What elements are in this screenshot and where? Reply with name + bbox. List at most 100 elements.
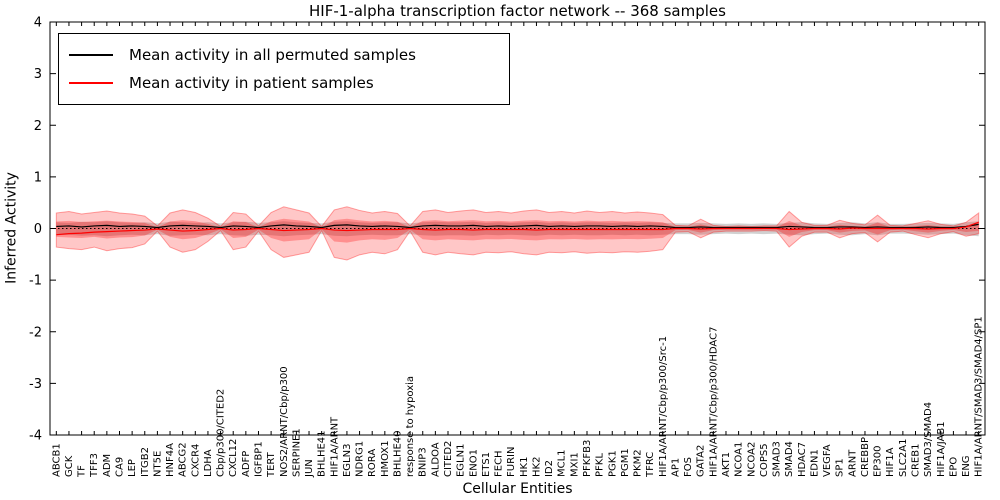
x-tick-label: HIF1A/ARNT (329, 416, 340, 477)
x-tick-label: MXI1 (569, 452, 580, 477)
x-tick-label: HK1 (519, 457, 530, 477)
x-tick-label: ARNT (847, 449, 858, 477)
x-tick-label: FECH (494, 450, 505, 477)
x-tick-label: VEGFA (822, 444, 833, 477)
x-tick-label: PFKFB3 (582, 440, 593, 477)
x-tick-label: PFKL (595, 453, 606, 477)
x-tick-label: ADFP (241, 451, 252, 477)
y-tick-label: 3 (34, 67, 42, 82)
x-tick-label: LEP (127, 459, 138, 477)
x-tick-label: IGFBP1 (253, 441, 264, 477)
x-tick-label: HDAC7 (797, 442, 808, 477)
x-tick-label: PGM1 (620, 448, 631, 477)
x-tick-label: ENO1 (468, 449, 479, 477)
x-tick-label: AKT1 (721, 452, 732, 477)
x-tick-label: ALDOA (430, 442, 441, 477)
x-tick-label: TF (77, 465, 88, 478)
x-tick-label: GATA2 (696, 445, 707, 477)
y-tick-label: 4 (34, 16, 42, 31)
patient-line-swatch (69, 82, 113, 84)
x-tick-label: HMOX1 (380, 440, 391, 477)
x-tick-label: SLC2A1 (898, 439, 909, 477)
x-tick-label: HIF1A (885, 447, 896, 477)
y-axis-label: Inferred Activity (3, 172, 20, 284)
x-tick-label: ENG (961, 455, 972, 477)
x-tick-label: ADM (102, 454, 113, 477)
x-axis-label: Cellular Entities (462, 481, 573, 497)
patient-mean-line (56, 221, 979, 236)
x-tick-label: NDRG1 (355, 441, 366, 477)
x-tick-label: NCOA2 (746, 442, 757, 477)
x-tick-label: TERT (266, 451, 277, 478)
y-tick-label: 1 (34, 170, 42, 185)
chart-title: HIF-1-alpha transcription factor network… (309, 2, 726, 20)
patient-ci-band-outer (55, 206, 980, 261)
x-tick-label: NOS2/ARNT/Cbp/p300 (279, 366, 290, 477)
x-tick-label: AP1 (670, 458, 681, 477)
x-tick-label: CXCL12 (228, 439, 239, 477)
x-tick-labels: ABCB1 GCK TF TFF3 ADM CA9 LEP ITGB2 NT5E HNF4A ABC… (51, 316, 984, 478)
x-tick-label: ID2 (544, 460, 555, 477)
x-tick-label: HK2 (531, 457, 542, 477)
x-tick-label: HIF1A/JAB1 (936, 421, 947, 477)
x-tick-label: BHLHE41 (317, 430, 328, 477)
permuted-mean-line (56, 223, 979, 229)
x-tick-label: MCL1 (557, 449, 568, 477)
y-tick-label: -2 (29, 325, 42, 340)
x-tick-label: COPS5 (759, 443, 770, 477)
x-tick-label: FURIN (506, 447, 517, 477)
legend-item-permuted: Mean activity in all permuted samples (69, 41, 499, 69)
x-tick-label: EDN1 (809, 449, 820, 477)
x-tick-label: CREBBP (860, 437, 871, 477)
x-tick-label: RORA (367, 449, 378, 477)
x-tick-label: ETS1 (481, 452, 492, 477)
x-tick-label: HIF1A/ARNT/Cbp/p300/HDAC7 (708, 327, 719, 477)
x-tick-label: CREB1 (911, 444, 922, 477)
x-tick-label: EP300 (873, 446, 884, 477)
x-tick-label: SMAD3 (772, 441, 783, 477)
x-tick-label: PGK1 (607, 450, 618, 477)
y-tick-label: 0 (34, 222, 42, 237)
x-tick-label: GCK (64, 455, 75, 477)
x-tick-label: EPO (948, 457, 959, 477)
axes-frame (49, 21, 986, 436)
legend: Mean activity in all permuted samples Me… (58, 33, 510, 105)
x-tick-label: ITGB2 (140, 447, 151, 477)
x-tick-label: HIF1A/ARNT/Cbp/p300/Src-1 (658, 336, 669, 477)
x-tick-label: EGLN3 (342, 444, 353, 477)
x-tick-label: CITED2 (443, 441, 454, 477)
x-tick-label: SMAD3/SMAD4 (923, 402, 934, 477)
y-tick-label: -3 (29, 377, 42, 392)
x-tick-label: BNIP3 (418, 447, 429, 477)
x-tick-label: SMAD4 (784, 441, 795, 477)
x-tick-label: ABCB1 (51, 443, 62, 477)
legend-label-permuted: Mean activity in all permuted samples (129, 46, 416, 64)
x-tick-label: BHLHE40 (392, 430, 403, 477)
x-tick-label: NT5E (152, 451, 163, 477)
x-tick-label: HIF1A/ARNT/SMAD3/SMAD4/SP1 (974, 316, 985, 477)
x-tick-label: CA9 (114, 457, 125, 477)
x-tick-label: TFF3 (89, 453, 100, 478)
x-tick-label: response to hypoxia (405, 376, 416, 477)
x-tick-label: LDHA (203, 449, 214, 477)
x-tick-label: PKM2 (633, 449, 644, 477)
legend-item-patient: Mean activity in patient samples (69, 69, 499, 97)
permuted-line-swatch (69, 54, 113, 56)
y-tick-label: 2 (34, 119, 42, 134)
legend-label-patient: Mean activity in patient samples (129, 74, 374, 92)
x-tick-label: NCOA1 (734, 442, 745, 477)
x-tick-label: ABCG2 (178, 442, 189, 477)
tick-marks (50, 21, 985, 436)
y-tick-label: -1 (29, 274, 42, 289)
y-tick-label: -4 (29, 429, 42, 444)
x-tick-label: EGLN1 (456, 444, 467, 477)
y-tick-labels: -4 -3 -2 -1 0 1 2 3 4 (29, 16, 42, 444)
x-tick-label: CXCR4 (190, 444, 201, 477)
x-tick-label: HNF4A (165, 443, 176, 477)
x-tick-label: SERPINE1 (291, 428, 302, 477)
x-tick-label: FOS (683, 457, 694, 477)
x-tick-label: TFRC (645, 452, 656, 478)
x-tick-label: SP1 (835, 458, 846, 477)
